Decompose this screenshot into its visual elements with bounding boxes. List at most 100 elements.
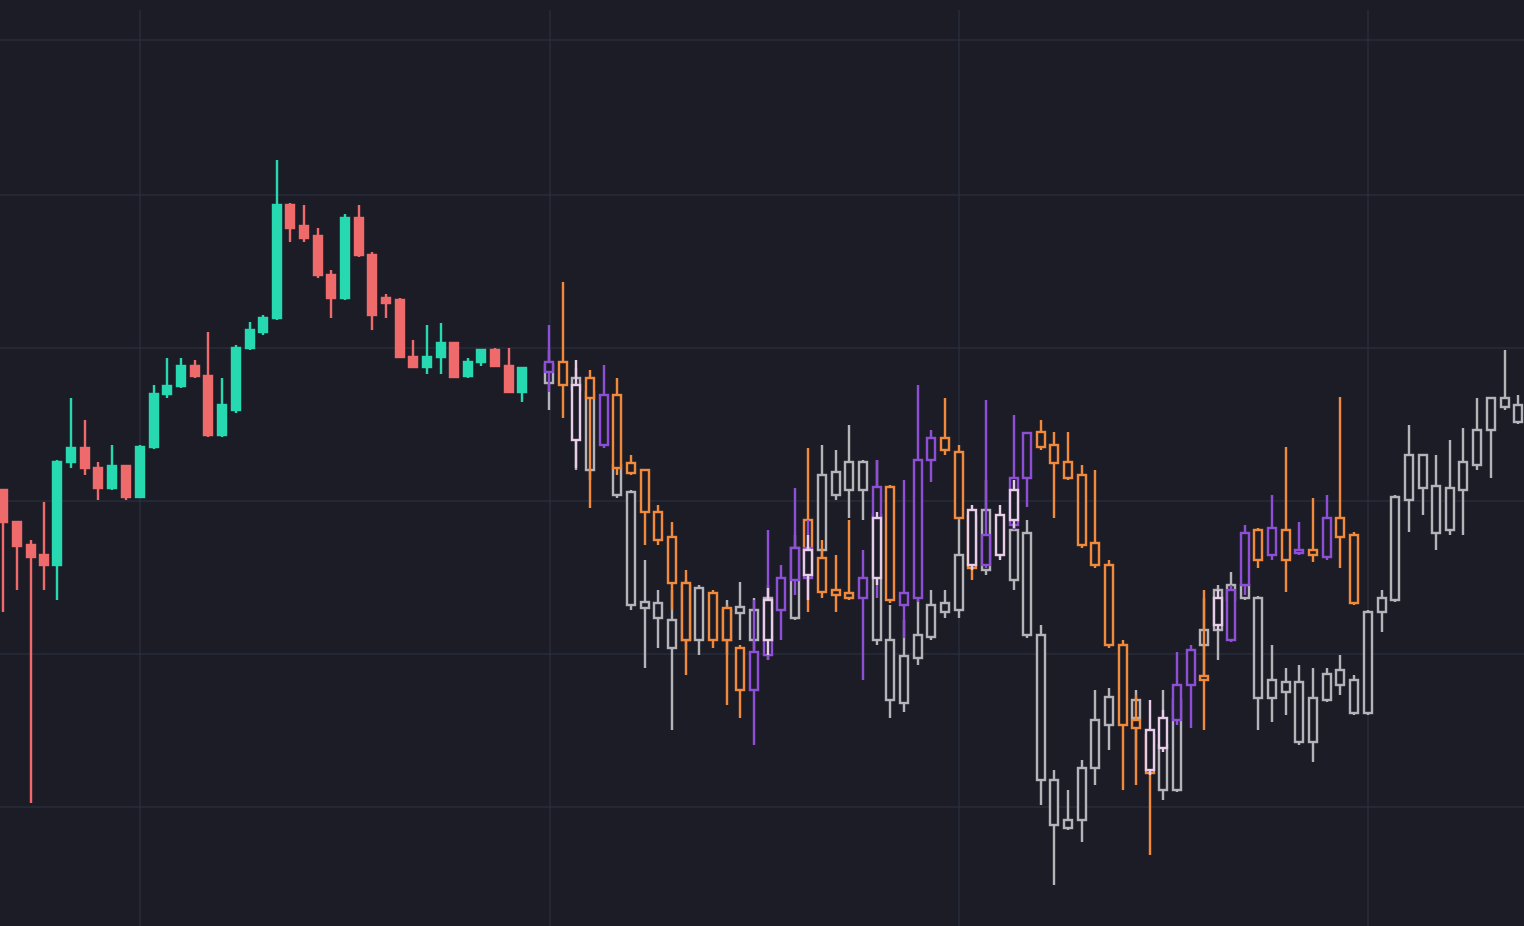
candle-body [1130, 718, 1142, 730]
candle-body [652, 601, 664, 620]
candle-body [1307, 696, 1319, 744]
candle-body [1430, 484, 1442, 535]
candle-body [1376, 596, 1388, 614]
candle-body [134, 445, 146, 499]
candle-body [1252, 528, 1264, 562]
candle-body [611, 393, 623, 470]
candle-body [312, 234, 324, 277]
candle-body [912, 633, 924, 660]
candle-body [748, 650, 760, 692]
candle-body [830, 470, 842, 497]
candle-body [1252, 596, 1264, 700]
candle-body [435, 341, 447, 359]
candle-body [1499, 396, 1511, 409]
candle-body [462, 360, 474, 378]
candle-body [244, 328, 256, 350]
candle-body [1157, 716, 1169, 750]
candle-body [1035, 430, 1047, 449]
candle-body [407, 355, 419, 369]
candle-body [0, 488, 9, 524]
candle-body [298, 224, 310, 240]
candle-body [857, 576, 869, 600]
candle-body [271, 203, 283, 320]
candle-body [1103, 695, 1115, 727]
candle-body [475, 348, 487, 364]
candle-body [680, 581, 692, 642]
candle-body [980, 533, 992, 567]
candle-body [489, 348, 501, 368]
candle-body [1008, 528, 1020, 582]
candle-body [11, 520, 23, 548]
candle-body [1021, 531, 1033, 637]
candle-body [1348, 678, 1360, 715]
candle-body [51, 460, 63, 567]
candle-body [1048, 778, 1060, 827]
candle-body [516, 366, 528, 394]
candle-body [639, 468, 651, 514]
candle-body [380, 296, 392, 305]
candle-body [1062, 818, 1074, 830]
candle-body [871, 516, 883, 580]
candle-body [1212, 596, 1224, 627]
candle-body [1485, 396, 1497, 432]
candle-body [38, 553, 50, 567]
candle-body [570, 383, 582, 442]
candle-body [1171, 683, 1183, 722]
candle-body [666, 535, 678, 585]
candle-body [175, 364, 187, 388]
candle-body [884, 485, 896, 602]
candle-body [939, 601, 951, 614]
candle-body [92, 466, 104, 490]
candle-body [1008, 488, 1020, 522]
candle-body [1239, 531, 1251, 587]
candle-body [1348, 533, 1360, 605]
candle-body [394, 298, 406, 359]
candle-body [707, 591, 719, 642]
candle-body [1266, 526, 1278, 557]
candle-body [557, 360, 569, 387]
candle-body [1293, 680, 1305, 744]
candle-body [120, 464, 132, 499]
candle-body [1321, 516, 1333, 559]
candle-body [543, 360, 555, 374]
candle-body [734, 605, 746, 615]
candle-body [693, 586, 705, 642]
candle-body [830, 588, 842, 597]
candle-body [966, 508, 978, 567]
candle-body [1266, 678, 1278, 700]
candle-body [843, 591, 855, 600]
candle-body [1144, 728, 1156, 772]
candle-body [789, 546, 801, 582]
candle-body [925, 436, 937, 462]
candle-body [884, 638, 896, 702]
candle-body [325, 273, 337, 300]
candle-body [1225, 588, 1237, 642]
candle-body [1185, 648, 1197, 687]
candle-body [1035, 633, 1047, 782]
candle-body [1021, 431, 1033, 480]
candle-body [843, 460, 855, 492]
candle-body [898, 591, 910, 607]
candle-body [1117, 643, 1129, 727]
candle-body [1457, 460, 1469, 492]
candle-body [1293, 548, 1305, 555]
candle-body [106, 464, 118, 490]
candle-body [898, 654, 910, 705]
candle-body [762, 598, 774, 642]
candle-body [1334, 668, 1346, 687]
candle-body [366, 253, 378, 317]
candle-body [1444, 486, 1456, 532]
candle-body [721, 606, 733, 642]
candle-body [816, 473, 828, 552]
candle-body [65, 446, 77, 464]
candle-body [503, 364, 515, 394]
candle-body [1417, 453, 1429, 490]
candle-body [148, 392, 160, 449]
candle-body [216, 403, 228, 437]
candle-body [857, 460, 869, 492]
candle-body [639, 600, 651, 610]
candle-body [1103, 563, 1115, 647]
